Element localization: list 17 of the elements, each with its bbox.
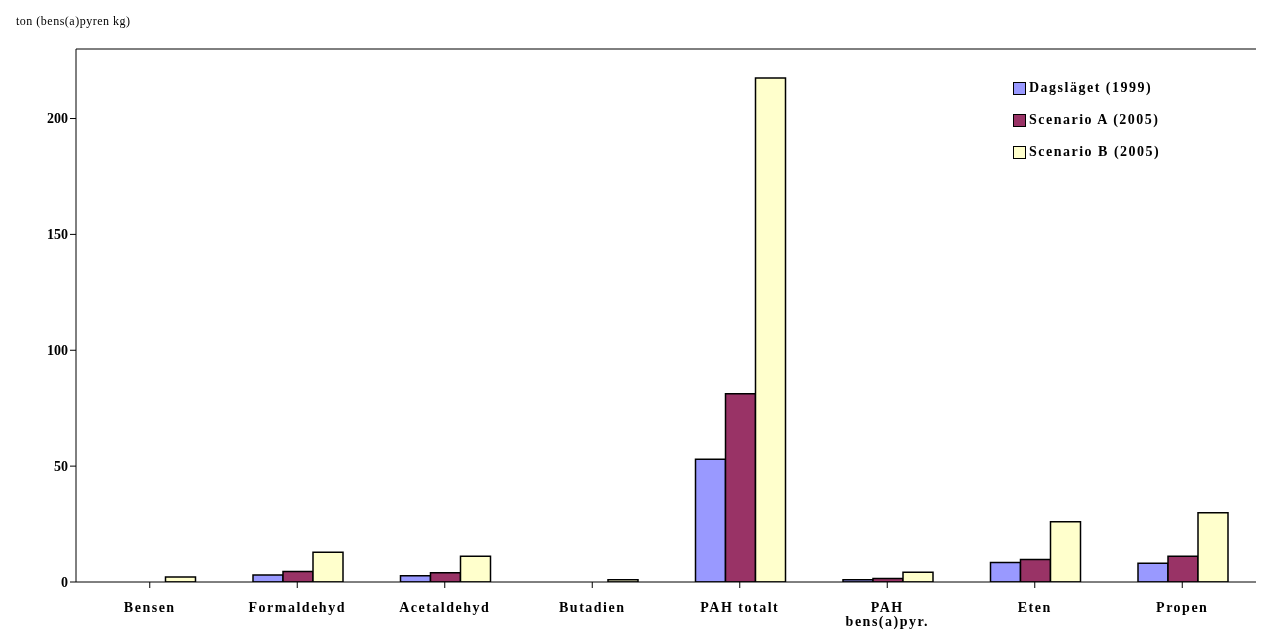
x-tick-label: Eten	[1017, 599, 1052, 615]
legend-label: Scenario B (2005)	[1029, 144, 1161, 160]
x-tick-label: Propen	[1156, 599, 1209, 615]
y-tick-label: 150	[47, 227, 68, 243]
y-axis-title: ton (bens(a)pyren kg)	[16, 14, 131, 28]
x-tick-label: Formaldehyd	[248, 599, 346, 615]
y-tick-label: 200	[47, 111, 68, 127]
x-tick-label: Acetaldehyd	[399, 599, 491, 615]
legend-label: Dagsläget (1999)	[1029, 80, 1153, 96]
legend-label: Scenario A (2005)	[1029, 112, 1160, 128]
y-tick-label: 50	[54, 459, 68, 475]
y-tick-label: 0	[61, 574, 68, 590]
y-tick-label: 100	[47, 343, 68, 359]
x-tick-label: Butadien	[559, 599, 626, 615]
x-tick-label: PAH totalt	[700, 599, 780, 615]
x-tick-label: PAH bens(a)pyr.	[845, 599, 929, 630]
x-tick-label: Bensen	[123, 599, 176, 615]
